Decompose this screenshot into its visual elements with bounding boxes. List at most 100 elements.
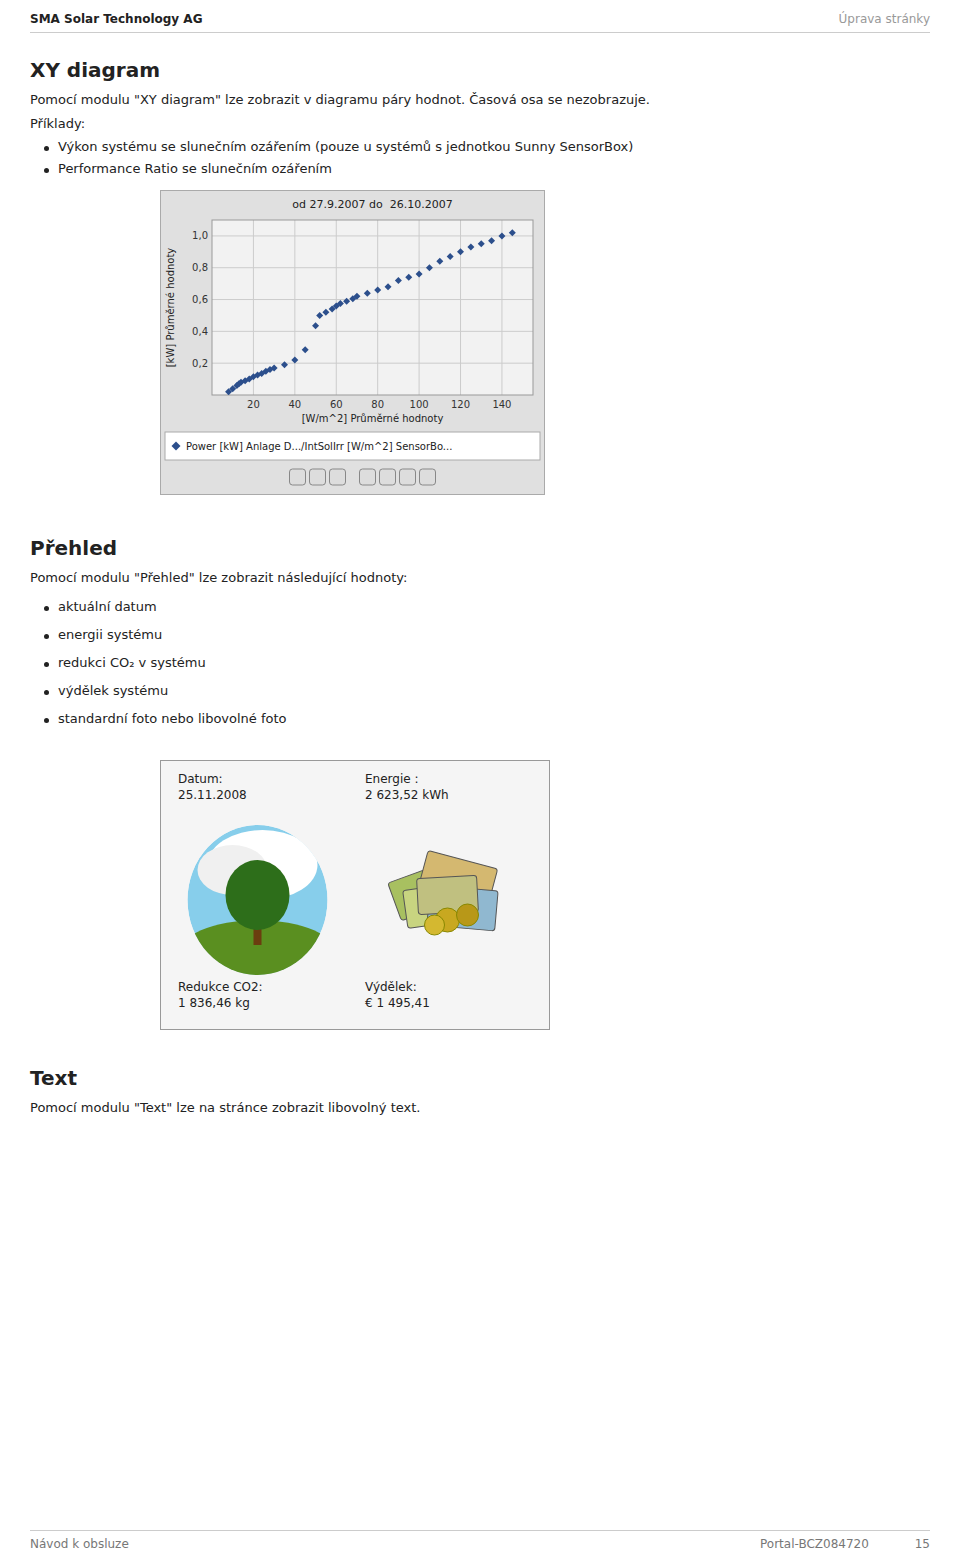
- page-text: Výdělek:: [365, 980, 417, 994]
- scatter-point: [385, 283, 392, 290]
- legend: [165, 432, 540, 460]
- scatter-point: [291, 357, 298, 364]
- tick-label: 80: [371, 399, 384, 410]
- scatter-point: [405, 274, 412, 281]
- bullet: [44, 146, 49, 151]
- page-text: Přehled: [30, 536, 117, 560]
- rule: [30, 1530, 930, 1531]
- scatter-point: [488, 237, 495, 244]
- tree-photo: [178, 825, 338, 990]
- page-text: Pomocí modulu "Přehled" lze zobrazit nás…: [30, 570, 407, 586]
- page-text: Pomocí modulu "XY diagram" lze zobrazit …: [30, 92, 650, 108]
- scatter-point: [337, 300, 344, 307]
- scatter-point: [498, 232, 505, 239]
- bullet: [44, 662, 49, 667]
- grid-line: [377, 220, 378, 395]
- scatter-point: [509, 229, 516, 236]
- nav-button: [360, 469, 376, 485]
- scatter-point: [426, 264, 433, 271]
- page-text: Datum:: [178, 772, 223, 786]
- page-text: Pomocí modulu "Text" lze na stránce zobr…: [30, 1100, 420, 1116]
- scatter-point: [271, 364, 278, 371]
- page-text: výdělek systému: [58, 683, 168, 699]
- page-text: SMA Solar Technology AG: [30, 12, 203, 26]
- tick-label: 0,2: [192, 358, 208, 369]
- page-text: Úprava stránky: [839, 12, 930, 26]
- tick-label: 20: [247, 399, 260, 410]
- bullet: [44, 718, 49, 723]
- tick-label: 60: [330, 399, 343, 410]
- page-text: Návod k obsluze: [30, 1537, 129, 1551]
- bullet: [44, 606, 49, 611]
- scatter-point: [395, 277, 402, 284]
- tick-label: 40: [288, 399, 301, 410]
- page-text: XY diagram: [30, 58, 160, 82]
- nav-button: [420, 469, 436, 485]
- page-text: Portal-BCZ084720: [760, 1537, 869, 1551]
- points: [225, 229, 516, 395]
- scatter-point: [353, 293, 360, 300]
- axis-label: [kW] Průměrné hodnoty: [165, 248, 176, 368]
- page-text: standardní foto nebo libovolné foto: [58, 711, 287, 727]
- nav-button: [380, 469, 396, 485]
- grid-line: [419, 220, 420, 395]
- chart-box: [161, 191, 545, 495]
- page-text: aktuální datum: [58, 599, 157, 615]
- nav-button: [400, 469, 416, 485]
- page-text: Energie :: [365, 772, 418, 786]
- tick-label: 120: [451, 399, 470, 410]
- scatter-point: [467, 244, 474, 251]
- grid-line: [253, 220, 254, 395]
- grid-line: [212, 331, 533, 332]
- tick-label: 140: [492, 399, 511, 410]
- axis-label: [W/m^2] Průměrné hodnoty: [302, 413, 444, 424]
- page-text: Text: [30, 1066, 77, 1090]
- page-text: Performance Ratio se slunečním ozářením: [58, 161, 332, 177]
- scatter-point: [302, 346, 309, 353]
- plot-area: [212, 220, 533, 395]
- scatter-point: [364, 290, 371, 297]
- grid-line: [294, 220, 295, 395]
- plot-frame: [212, 220, 533, 395]
- nav-button: [290, 469, 306, 485]
- bullet: [44, 634, 49, 639]
- legend-entry: Power [kW] Anlage D.../IntSolIrr [W/m^2]…: [186, 441, 452, 452]
- scatter-point: [312, 322, 319, 329]
- scatter-point: [322, 309, 329, 316]
- scatter-point: [436, 258, 443, 265]
- grid-line: [501, 220, 502, 395]
- page-text: Redukce CO2:: [178, 980, 263, 994]
- page-text: 25.11.2008: [178, 788, 247, 802]
- page-text: 1 836,46 kg: [178, 996, 250, 1010]
- scatter-point: [343, 298, 350, 305]
- grid-line: [212, 363, 533, 364]
- chart: 204060801001201400,20,40,60,81,0od 27.9.…: [160, 190, 545, 495]
- page-text: 15: [915, 1537, 930, 1551]
- scatter-point: [374, 287, 381, 294]
- scatter-point: [281, 361, 288, 368]
- overview-frame: [161, 761, 550, 1030]
- tick-label: 0,6: [192, 294, 208, 305]
- page-text: energii systému: [58, 627, 162, 643]
- scatter-point: [447, 253, 454, 260]
- bullet: [44, 690, 49, 695]
- tick-label: 0,8: [192, 262, 208, 273]
- nav-button: [310, 469, 326, 485]
- chart-title: od 27.9.2007 do 26.10.2007: [292, 198, 452, 211]
- page-text: € 1 495,41: [365, 996, 430, 1010]
- page-text: Příklady:: [30, 116, 85, 132]
- grid-line: [212, 235, 533, 236]
- page-text: 2 623,52 kWh: [365, 788, 449, 802]
- money-photo: [388, 850, 498, 935]
- page-text: redukci CO₂ v systému: [58, 655, 206, 671]
- page-text: Výkon systému se slunečním ozářením (pou…: [58, 139, 633, 155]
- legend-marker: [172, 442, 181, 451]
- grid-line: [212, 299, 533, 300]
- rule: [30, 32, 930, 33]
- scatter-point: [416, 271, 423, 278]
- scatter-point: [478, 240, 485, 247]
- tick-label: 0,4: [192, 326, 208, 337]
- tick-label: 1,0: [192, 230, 208, 241]
- scatter-point: [316, 312, 323, 319]
- grid-line: [212, 267, 533, 268]
